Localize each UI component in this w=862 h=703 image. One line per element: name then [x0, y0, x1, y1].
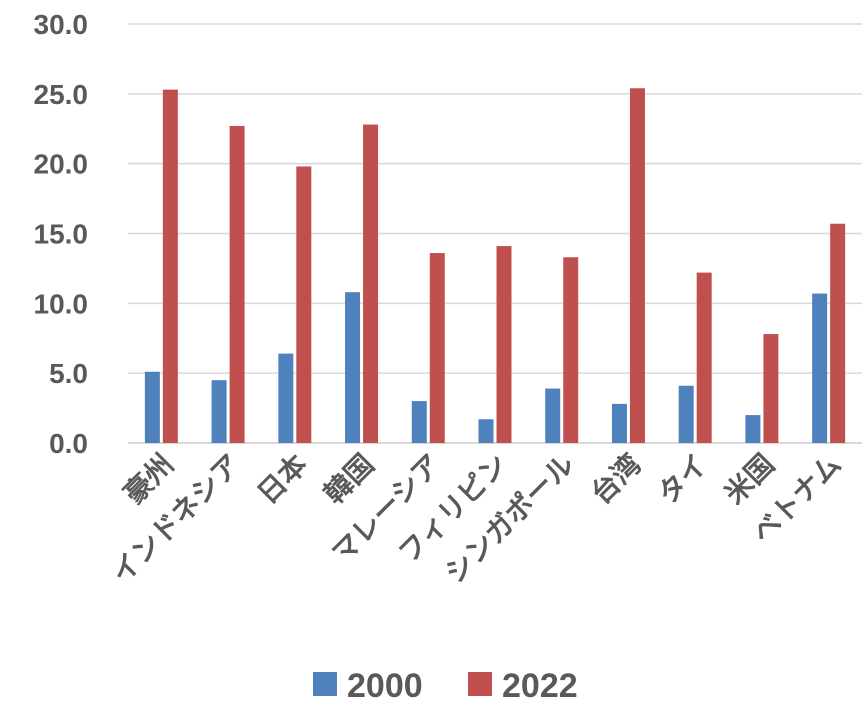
y-tick-label: 30.0: [34, 9, 89, 40]
bar-2000: [345, 292, 361, 443]
legend-label-2022: 2022: [502, 667, 578, 703]
y-tick-label: 25.0: [34, 79, 89, 110]
gridlines: [128, 23, 862, 444]
x-tick-label: タイ: [651, 448, 714, 511]
bar-2022: [429, 253, 445, 443]
bar-2022: [296, 166, 312, 443]
y-tick-label: 5.0: [49, 358, 88, 389]
bar-2000: [411, 401, 427, 443]
bar-2022: [629, 88, 645, 443]
y-tick-label: 15.0: [34, 219, 89, 250]
bar-2022: [162, 89, 178, 443]
x-tick-label: 台湾: [584, 448, 647, 511]
y-tick-label: 0.0: [49, 428, 88, 459]
bar-2022: [830, 223, 846, 443]
legend-label-2000: 2000: [347, 667, 423, 703]
bar-2022: [229, 125, 245, 443]
bar-2022: [563, 257, 579, 443]
legend-swatch-2000: [313, 672, 337, 696]
bar-2000: [611, 403, 627, 443]
bar-2000: [678, 385, 694, 443]
bar-2000: [478, 419, 494, 443]
bar-2022: [696, 272, 712, 443]
y-tick-label: 10.0: [34, 288, 89, 319]
bars: [144, 88, 846, 443]
bar-2000: [812, 293, 828, 443]
x-tick-label: 日本: [251, 448, 314, 511]
legend-swatch-2022: [468, 672, 492, 696]
bar-2000: [545, 388, 561, 443]
y-tick-label: 20.0: [34, 149, 89, 180]
bar-2022: [763, 334, 779, 443]
bar-2000: [144, 371, 160, 443]
bar-2000: [278, 353, 294, 443]
bar-2000: [211, 380, 227, 443]
bar-2000: [745, 415, 761, 443]
bar-2022: [363, 124, 379, 443]
y-axis-ticks: 0.0 5.0 10.0 15.0 20.0 25.0 30.0: [34, 9, 89, 459]
legend: 2000 2022: [313, 667, 578, 703]
bar-2022: [496, 246, 512, 443]
